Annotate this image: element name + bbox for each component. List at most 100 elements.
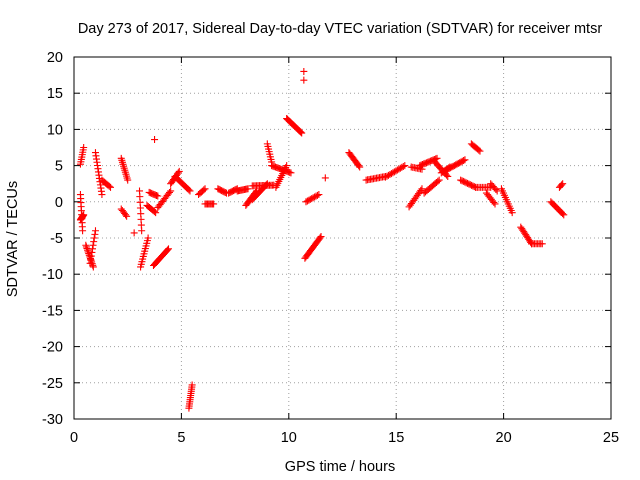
data-point xyxy=(175,167,183,175)
x-tick-label: 25 xyxy=(603,430,619,446)
y-tick-label: -20 xyxy=(42,340,63,356)
data-point xyxy=(355,162,363,170)
y-tick-label: 20 xyxy=(47,50,63,66)
data-point xyxy=(79,227,87,235)
data-point xyxy=(91,227,99,235)
data-point xyxy=(164,246,172,254)
data-point xyxy=(165,188,173,196)
data-points xyxy=(76,67,568,412)
data-point xyxy=(84,246,92,254)
data-point xyxy=(386,171,394,179)
data-point xyxy=(283,162,291,170)
data-point xyxy=(490,198,498,206)
data-point xyxy=(399,162,407,170)
data-point xyxy=(91,230,99,238)
y-tick-label: -30 xyxy=(42,412,63,428)
data-point xyxy=(401,162,409,170)
data-point xyxy=(89,263,97,271)
data-point xyxy=(200,186,208,194)
data-point xyxy=(82,243,90,251)
data-point xyxy=(80,144,88,151)
data-point xyxy=(538,240,546,248)
data-point xyxy=(470,183,478,191)
data-point xyxy=(381,173,389,181)
data-point xyxy=(123,212,131,220)
data-point xyxy=(435,176,443,184)
data-point xyxy=(165,245,173,253)
x-tick-label: 10 xyxy=(281,430,297,446)
x-axis-label: GPS time / hours xyxy=(285,459,395,475)
data-point xyxy=(185,186,193,194)
data-point xyxy=(389,169,397,177)
data-point xyxy=(396,164,404,172)
data-point xyxy=(393,166,401,174)
data-point xyxy=(82,241,90,249)
data-point xyxy=(298,129,306,137)
data-point xyxy=(321,174,329,182)
data-point xyxy=(107,183,115,191)
data-point xyxy=(398,163,406,171)
x-tick-label: 15 xyxy=(388,430,404,446)
data-point xyxy=(476,147,484,155)
data-point xyxy=(88,245,96,253)
data-point xyxy=(86,259,94,267)
data-point xyxy=(491,200,499,208)
data-point xyxy=(433,154,441,162)
data-point xyxy=(154,192,162,200)
data-point xyxy=(130,229,138,237)
y-tick-label: -10 xyxy=(42,267,63,283)
x-tick-label: 0 xyxy=(70,430,78,446)
data-point xyxy=(89,241,97,249)
data-point xyxy=(186,187,194,195)
data-point xyxy=(387,170,395,178)
data-point xyxy=(201,185,209,193)
data-point xyxy=(316,234,324,242)
data-point xyxy=(98,191,106,199)
data-point xyxy=(383,172,391,180)
data-point xyxy=(508,209,516,217)
data-point xyxy=(300,76,308,84)
y-tick-label: 5 xyxy=(55,159,63,175)
data-point xyxy=(559,210,567,218)
data-point xyxy=(124,176,132,184)
y-tick-label: -25 xyxy=(42,376,63,392)
data-point xyxy=(444,172,452,180)
data-point xyxy=(150,208,158,216)
data-point xyxy=(560,211,568,219)
data-point xyxy=(392,167,400,175)
y-tick-label: -15 xyxy=(42,303,63,319)
data-point xyxy=(87,256,95,264)
y-tick-label: 10 xyxy=(47,122,63,138)
data-point xyxy=(300,67,308,75)
x-tick-label: 20 xyxy=(496,430,512,446)
data-point xyxy=(144,234,152,242)
data-point xyxy=(188,381,196,389)
data-point xyxy=(174,169,182,177)
data-point xyxy=(84,248,92,256)
y-axis-label: SDTVAR / TECUs xyxy=(5,181,21,297)
data-point xyxy=(313,191,321,199)
axis-ticks: 0 5 10 15 20 25 20 15 10 5 0 -5 -10 -15 -20 -25 -30 xyxy=(42,50,619,446)
data-point xyxy=(384,171,392,179)
data-point xyxy=(90,234,98,242)
data-point xyxy=(418,185,426,193)
data-point xyxy=(244,185,252,193)
data-point xyxy=(122,211,130,219)
data-point xyxy=(317,233,325,241)
data-point xyxy=(475,146,483,154)
y-tick-label: -5 xyxy=(50,231,63,247)
data-point xyxy=(296,127,304,135)
data-point xyxy=(87,252,95,260)
data-point xyxy=(138,227,146,235)
y-tick-label: 0 xyxy=(55,195,63,211)
data-point xyxy=(559,180,567,188)
data-point xyxy=(315,191,323,199)
data-point xyxy=(167,187,175,195)
x-tick-label: 5 xyxy=(177,430,185,446)
data-point xyxy=(395,165,403,173)
data-point xyxy=(460,157,468,165)
data-point xyxy=(88,248,96,256)
chart-title: Day 273 of 2017, Sidereal Day-to-day VTE… xyxy=(78,21,603,37)
data-point xyxy=(287,169,295,177)
